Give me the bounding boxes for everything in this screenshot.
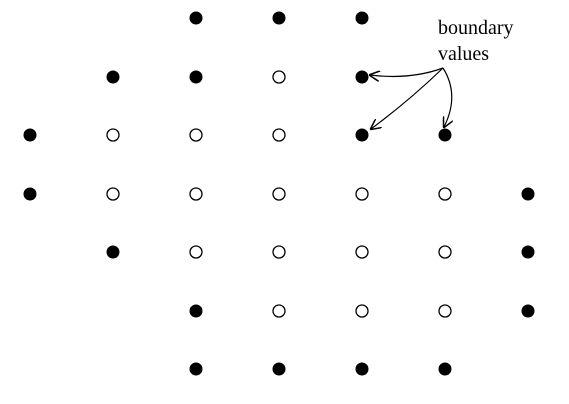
boundary-point-r6c5 [438,362,452,376]
interior-point-r2c2 [189,128,203,142]
arrow-to-r2c4 [371,67,444,129]
boundary-point-r6c3 [272,362,286,376]
interior-point-r4c2 [189,245,203,259]
boundary-point-r2c5 [438,128,452,142]
interior-point-r5c4 [355,304,369,318]
boundary-point-r5c6 [521,304,535,318]
arrow-to-r1c4 [370,67,444,76]
interior-point-r4c3 [272,245,286,259]
boundary-point-r1c2 [189,70,203,84]
arrow-to-r2c5 [442,67,452,127]
interior-point-r5c5 [438,304,452,318]
annotation-label-line2: values [438,43,489,65]
boundary-point-r6c4 [355,362,369,376]
interior-point-r3c1 [106,187,120,201]
boundary-point-r0c2 [189,11,203,25]
boundary-point-r2c4 [355,128,369,142]
interior-point-r3c3 [272,187,286,201]
boundary-point-r4c6 [521,245,535,259]
boundary-point-r0c4 [355,11,369,25]
interior-point-r3c2 [189,187,203,201]
interior-point-r5c3 [272,304,286,318]
boundary-point-r3c0 [23,187,37,201]
interior-point-r4c5 [438,245,452,259]
boundary-point-r1c1 [106,70,120,84]
boundary-point-r3c6 [521,187,535,201]
boundary-point-r6c2 [189,362,203,376]
boundary-point-r4c1 [106,245,120,259]
interior-point-r3c5 [438,187,452,201]
interior-point-r3c4 [355,187,369,201]
annotation-arrows [370,67,452,129]
annotation-label-line1: boundary [438,17,514,39]
interior-point-r2c3 [272,128,286,142]
boundary-point-r0c3 [272,11,286,25]
boundary-point-r1c4 [355,70,369,84]
boundary-point-r2c0 [23,128,37,142]
interior-point-r1c3 [272,70,286,84]
interior-point-r4c4 [355,245,369,259]
boundary-point-r5c2 [189,304,203,318]
interior-point-r2c1 [106,128,120,142]
points-layer [23,11,535,376]
